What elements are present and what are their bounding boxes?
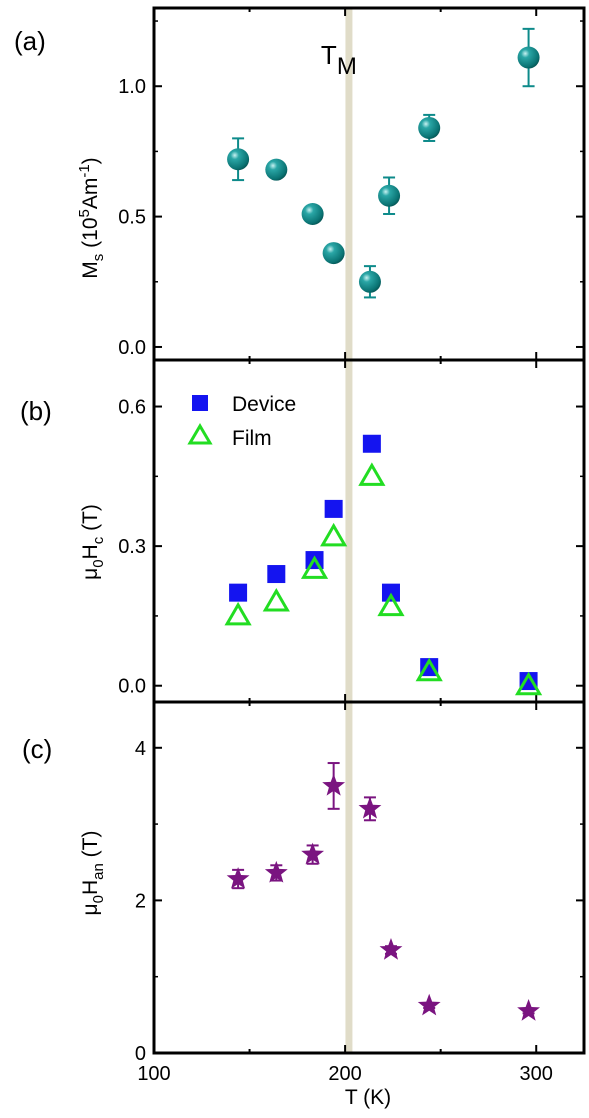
transition-temperature-line [345, 8, 353, 1053]
data-point-star [517, 999, 540, 1021]
data-point-sphere [265, 158, 288, 181]
data-point-sphere [517, 46, 540, 69]
data-point-star [417, 993, 441, 1016]
data-point-device [229, 583, 248, 602]
y-tick-label-c: 0 [135, 1043, 146, 1065]
legend-film-marker [187, 423, 213, 445]
data-point-film [224, 601, 252, 626]
data-point-device [519, 672, 538, 691]
y-tick-label-c: 4 [135, 738, 146, 760]
y-tick-label-b: 0.6 [118, 397, 146, 419]
data-point-device [324, 499, 343, 518]
y-tick-label-a: 0.5 [118, 207, 146, 229]
panel-c: 0 2 4 [135, 700, 586, 1065]
data-point-film [415, 657, 443, 682]
plot-frame-b [152, 358, 586, 704]
y-axis-title-c: μ0Han (T) [79, 831, 107, 916]
x-axis-title: T (K) [345, 1086, 391, 1109]
data-point-device [420, 658, 439, 677]
x-tick-label: 100 [137, 1063, 170, 1085]
y-tick-label-b: 0.3 [118, 536, 146, 558]
data-point-sphere [227, 148, 250, 171]
data-point-star [358, 796, 382, 819]
data-point-film [358, 462, 386, 486]
data-point-sphere [322, 242, 345, 265]
data-point-device [362, 434, 381, 453]
legend-film-label: Film [232, 427, 272, 450]
panel-label-b: (b) [20, 396, 52, 426]
panel-label-c: (c) [22, 734, 52, 764]
legend: Device Film [187, 393, 296, 450]
data-point-film [262, 587, 290, 612]
plot-frame-c [152, 700, 586, 1055]
data-point-star [379, 937, 403, 960]
panel-label-a: (a) [14, 26, 46, 56]
data-point-sphere [301, 202, 324, 225]
data-point-film [514, 671, 543, 696]
data-point-film [320, 522, 348, 547]
data-point-star [264, 860, 288, 883]
data-point-sphere [418, 116, 441, 139]
data-point-star [322, 773, 346, 796]
data-point-sphere [378, 184, 401, 207]
y-tick-label-a: 1.0 [118, 76, 146, 98]
data-point-film [377, 592, 405, 617]
data-point-sphere [358, 270, 381, 293]
y-tick-label-a: 0.0 [118, 337, 146, 359]
data-point-film [300, 555, 329, 579]
x-tick-label: 200 [328, 1063, 361, 1085]
data-point-star [301, 842, 325, 865]
data-point-star [226, 867, 250, 889]
y-tick-label-c: 2 [135, 890, 146, 912]
data-point-device [267, 565, 286, 584]
y-axis-title-b: μ0Hc (T) [79, 504, 107, 580]
legend-device-label: Device [232, 393, 296, 416]
legend-device-marker [192, 395, 208, 411]
y-tick-label-b: 0.0 [118, 676, 146, 698]
transition-temperature-label: TM [321, 40, 357, 80]
y-axis-title-a: Ms (105Am-1) [76, 157, 107, 278]
x-tick-label: 300 [520, 1063, 553, 1085]
